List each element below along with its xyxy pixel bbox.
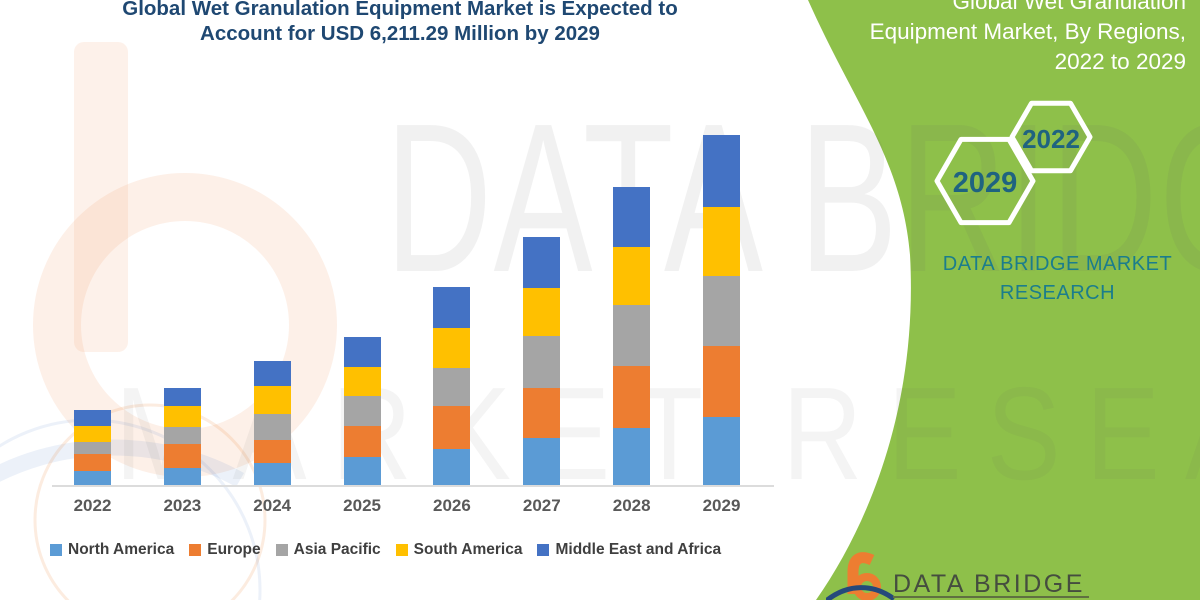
brand-caption: DATA BRIDGE MARKET RESEARCH: [925, 250, 1190, 308]
legend-swatch: [537, 544, 550, 556]
brand-caption-line1: DATA BRIDGE MARKET: [942, 253, 1173, 275]
legend-item: North America: [50, 541, 174, 559]
chart-title-line1: Global Wet Granulation Equipment Market …: [122, 0, 678, 20]
brand-caption-line2: RESEARCH: [999, 282, 1116, 304]
year-hexagons: 2029 2022: [934, 100, 1093, 226]
legend-swatch: [395, 544, 408, 556]
legend-label: South America: [413, 541, 523, 558]
hexagon-2022: [1009, 100, 1093, 174]
legend-swatch: [50, 544, 62, 556]
hexagon-2029: [934, 136, 1036, 226]
legend-swatch: [189, 544, 202, 556]
data-bridge-logo-icon: [826, 552, 896, 600]
side-panel-title-line2: Equipment Market, By Regions,: [869, 19, 1186, 44]
hexagon-2022-label: 2022: [1022, 124, 1080, 154]
logo-underline: [893, 596, 1089, 598]
legend-label: Europe: [207, 541, 261, 558]
legend-label: Asia Pacific: [293, 541, 381, 558]
legend-item: Middle East and Africa: [537, 541, 721, 559]
legend-label: North America: [68, 541, 175, 558]
legend-item: South America: [395, 541, 523, 559]
chart-title: Global Wet Granulation Equipment Market …: [30, 0, 770, 46]
side-panel-title: Global Wet Granulation Equipment Market,…: [756, 0, 1186, 77]
chart-legend: North America Europe Asia Pacific South Ame…: [50, 541, 721, 559]
side-panel-title-line3: 2022 to 2029: [1054, 49, 1186, 74]
legend-item: Europe: [189, 541, 261, 559]
legend-item: Asia Pacific: [275, 541, 381, 559]
chart-title-line2: Account for USD 6,211.29 Million by 2029: [200, 22, 600, 45]
logo-brand-name: DATA BRIDGE: [893, 570, 1085, 598]
x-axis-line: [52, 485, 774, 487]
legend-swatch: [275, 544, 288, 556]
legend-label: Middle East and Africa: [555, 541, 722, 558]
hexagon-2029-label: 2029: [953, 167, 1018, 199]
side-panel-title-line1: Global Wet Granulation: [952, 0, 1186, 14]
